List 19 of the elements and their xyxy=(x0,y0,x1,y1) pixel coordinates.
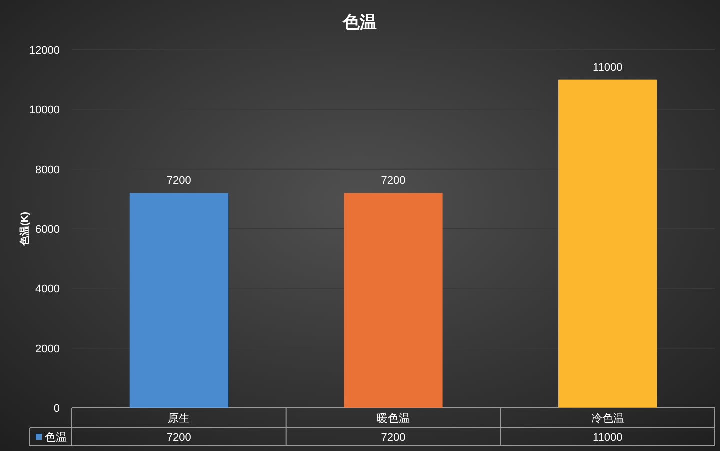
y-tick-label: 0 xyxy=(54,403,60,415)
x-tick-label: 原生 xyxy=(168,412,190,425)
y-tick-label: 4000 xyxy=(36,284,60,296)
text: 11000 xyxy=(592,432,623,444)
data-label: 7200 xyxy=(166,175,192,188)
y-tick-label: 12000 xyxy=(29,45,60,57)
data-label: 7200 xyxy=(381,175,406,188)
data-label: 11000 xyxy=(592,62,623,74)
legend-label: 色温 xyxy=(45,432,67,444)
chart-title: 色温 xyxy=(342,13,377,32)
text: 7200 xyxy=(166,432,192,444)
y-tick-label: 8000 xyxy=(36,164,60,176)
text: 7200 xyxy=(381,432,406,444)
x-tick-label: 冷色温 xyxy=(591,413,624,425)
y-axis-title: 色温(K) xyxy=(19,212,31,247)
y-tick-label: 10000 xyxy=(29,104,60,117)
y-tick-label: 6000 xyxy=(36,224,60,236)
x-tick-label: 暖色温 xyxy=(377,412,410,425)
y-tick-label: 2000 xyxy=(36,343,60,356)
